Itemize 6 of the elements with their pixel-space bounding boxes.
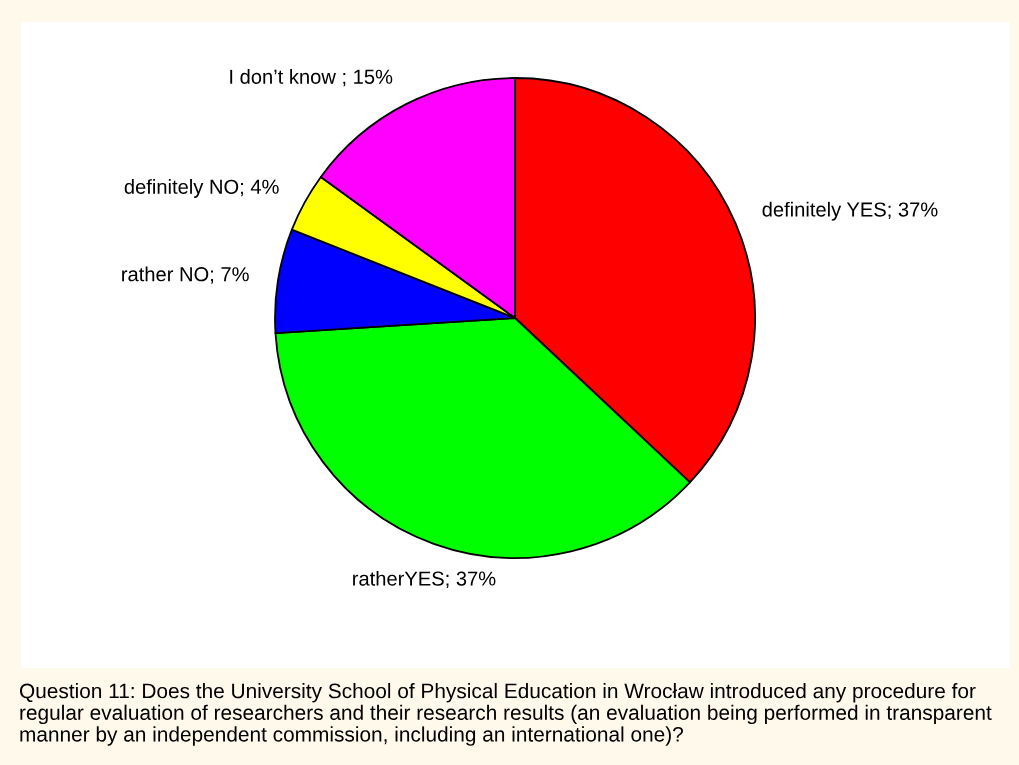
slice-label: definitely YES; 37% <box>762 201 938 221</box>
text: Question 11: Does the University School of Physical Education in Wrocław introduced any procedure for regular evaluation of researchers and their research results (an evaluation being performed in transparent manner by an independent commission, including an international one)? <box>19 683 992 746</box>
slice-label: rather NO; 7% <box>122 266 249 284</box>
slice-label: I don’t know ; 15% <box>230 69 393 87</box>
slice-label: ratherYES; 37% <box>353 570 496 589</box>
slice-label: definitely NO; 4% <box>124 179 279 198</box>
